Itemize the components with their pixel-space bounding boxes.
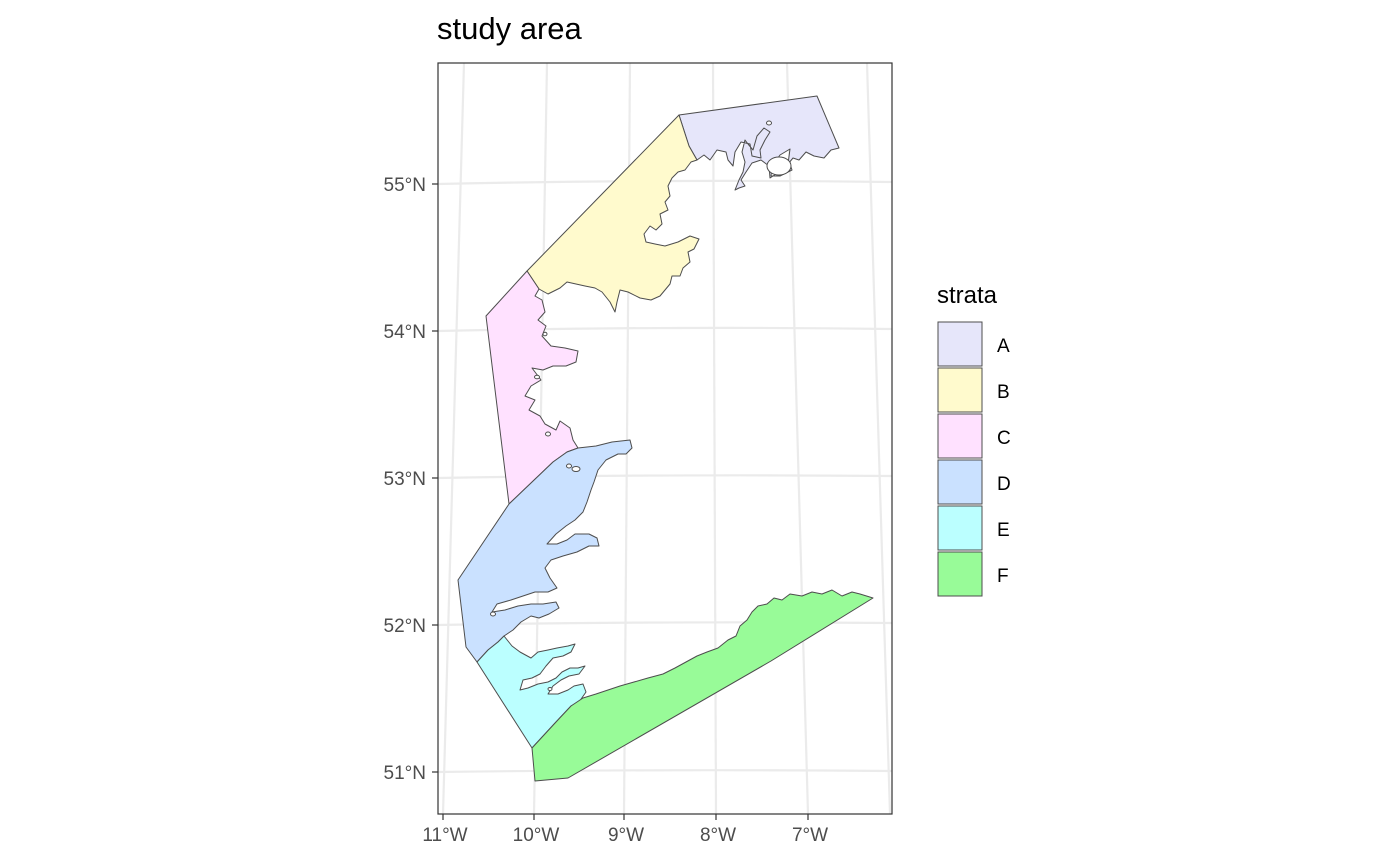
island: [571, 466, 581, 472]
stratum-f: [531, 589, 874, 782]
legend-swatch-c: [937, 413, 983, 459]
y-tick-label: 55°N: [384, 175, 426, 196]
island: [566, 463, 572, 469]
meridian-6w: [865, 62, 892, 815]
stratum-c: [485, 270, 579, 505]
legend-swatch-f: [937, 551, 983, 597]
x-tick-label: 7°W: [792, 825, 828, 846]
x-tick-label: 10°W: [513, 825, 560, 846]
y-axis-ticks: [432, 183, 438, 773]
islands: [490, 120, 792, 691]
meridian-11w: [441, 62, 466, 815]
legend: strata A B C D E F: [937, 282, 1011, 597]
legend-keys: [937, 321, 983, 597]
parallel-51n: [437, 769, 893, 774]
panel-border: [437, 62, 893, 815]
legend-label-f: F: [997, 566, 1009, 587]
plot-title: study area: [437, 11, 583, 46]
y-tick-label: 53°N: [384, 469, 426, 490]
strata-polygons: [457, 95, 874, 782]
y-tick-label: 52°N: [384, 616, 426, 637]
x-tick-label: 11°W: [422, 825, 467, 846]
x-tick-label: 9°W: [608, 825, 644, 846]
x-axis-ticks: [442, 814, 809, 820]
island: [542, 331, 548, 337]
x-tick-label: 8°W: [700, 825, 736, 846]
legend-label-c: C: [997, 428, 1011, 449]
map-panel: [437, 62, 893, 815]
island: [547, 687, 553, 691]
meridian-7w: [785, 62, 810, 815]
legend-swatch-b: [937, 367, 983, 413]
stratum-b: [526, 114, 700, 313]
island: [490, 611, 496, 617]
stratum-e: [476, 635, 587, 749]
stratum-d: [457, 439, 633, 663]
legend-label-b: B: [997, 382, 1010, 403]
legend-swatch-e: [937, 505, 983, 551]
x-axis: 11°W 10°W 9°W 8°W 7°W: [422, 814, 828, 846]
island: [534, 374, 540, 380]
legend-label-a: A: [997, 336, 1010, 357]
legend-label-e: E: [997, 520, 1010, 541]
legend-title: strata: [937, 282, 998, 309]
island: [545, 431, 551, 437]
legend-swatch-a: [937, 321, 983, 367]
legend-swatch-d: [937, 459, 983, 505]
parallel-53n: [437, 474, 893, 480]
y-tick-label: 51°N: [384, 763, 426, 784]
y-axis: 55°N 54°N 53°N 52°N 51°N: [384, 175, 438, 784]
island: [766, 156, 792, 176]
legend-label-d: D: [997, 474, 1011, 495]
y-tick-label: 54°N: [384, 322, 426, 343]
island: [766, 120, 772, 126]
